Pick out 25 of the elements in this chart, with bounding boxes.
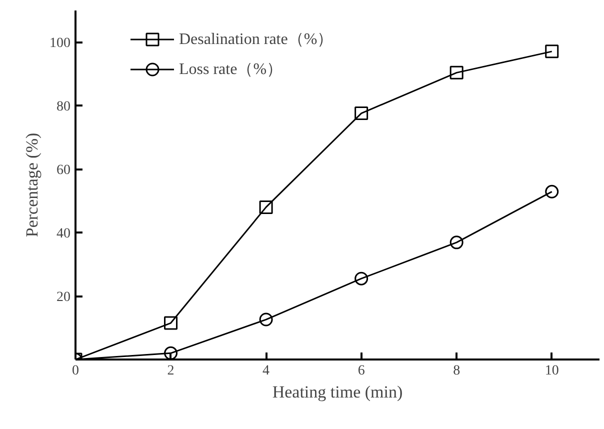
point: [450, 66, 464, 80]
y-axis-title: Percentage (%): [22, 132, 42, 238]
y-tick-label: 80: [56, 100, 70, 115]
point: [164, 316, 178, 330]
legend-label: Loss rate（%）: [179, 60, 283, 80]
point: [164, 346, 178, 360]
point: [450, 236, 464, 250]
y-tick-label: 100: [50, 36, 70, 52]
x-tick-label: 2: [167, 364, 174, 378]
point: [354, 106, 368, 120]
point: [545, 184, 559, 198]
x-tick-label: 8: [453, 364, 460, 378]
x-tick-label: 4: [262, 364, 270, 378]
y-tick-label: 60: [56, 163, 70, 178]
x-tick-label: 0: [72, 364, 79, 378]
x-tick-label: 10: [544, 364, 559, 378]
point: [545, 44, 559, 58]
y-tick-label: 20: [56, 290, 70, 306]
point: [354, 272, 368, 286]
y-tick-label: 40: [56, 226, 70, 242]
x-tick-label: 6: [358, 364, 365, 378]
x-axis-title: Heating time (min): [272, 382, 403, 402]
point: [259, 312, 273, 326]
legend-label: Desalination rate（%）: [179, 30, 334, 50]
point: [259, 200, 273, 214]
